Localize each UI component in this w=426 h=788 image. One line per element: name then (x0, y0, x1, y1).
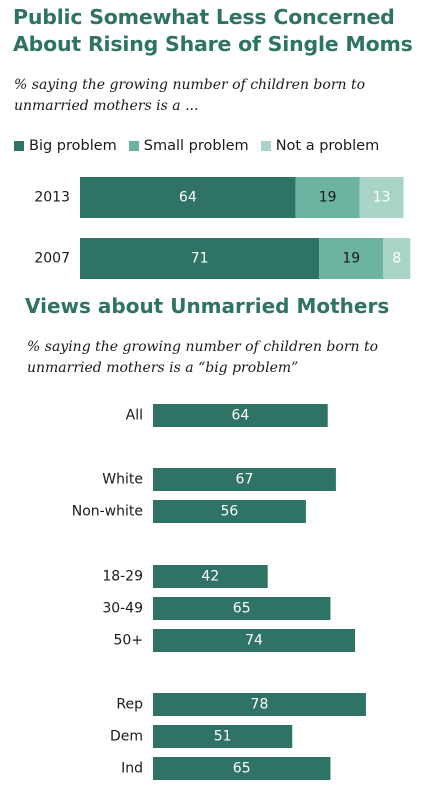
bar-value-non-white: 56 (221, 504, 239, 520)
bar-2013-not-a-problem (359, 177, 404, 218)
category-label-18-29: 18-29 (102, 569, 143, 585)
legend-swatch-not-a-problem (260, 141, 271, 151)
bar-value-50-: 74 (245, 633, 263, 649)
category-label-30-49: 30-49 (102, 601, 143, 617)
bar-value-18-29: 42 (201, 569, 219, 585)
bar-value-2007-not-a-problem: 8 (392, 251, 401, 267)
year-label-2007: 2007 (34, 251, 70, 267)
category-label-ind: Ind (121, 761, 143, 777)
section-title: Views about Unmarried Mothers (25, 294, 390, 318)
legend: Big problem Small problem Not a problem (14, 138, 391, 154)
chart-title: Public Somewhat Less Concerned About Ris… (13, 5, 413, 56)
bar-2007-small-problem (319, 238, 384, 279)
bar-rep (153, 693, 366, 716)
bar-value-2007-small-problem: 19 (342, 251, 360, 267)
bar-50- (153, 629, 356, 652)
legend-label-big-problem: Big problem (29, 138, 117, 154)
bar-value-ind: 65 (233, 761, 251, 777)
bar-30-49 (153, 597, 331, 620)
bar-value-2013-big-problem: 64 (179, 190, 197, 206)
category-label-non-white: Non-white (72, 504, 143, 520)
bar-2007-big-problem (80, 238, 320, 279)
chart-subtitle: % saying the growing number of children … (14, 77, 366, 114)
bar-18-29 (153, 565, 268, 588)
category-label-all: All (126, 408, 143, 424)
bar-value-white: 67 (236, 472, 254, 488)
year-label-2013: 2013 (34, 190, 70, 206)
bar-2007-not-a-problem (383, 238, 411, 279)
bar-white (153, 468, 336, 491)
bar-value-rep: 78 (251, 697, 269, 713)
legend-item-big-problem: Big problem (14, 138, 117, 154)
bar-value-all: 64 (231, 408, 249, 424)
bar-all (153, 404, 328, 427)
legend-swatch-big-problem (14, 141, 24, 151)
category-label-white: White (102, 472, 143, 488)
bar-dem (153, 725, 293, 748)
bar-ind (153, 757, 331, 780)
bar-value-2007-big-problem: 71 (191, 251, 209, 267)
bar-value-2013-not-a-problem: 13 (373, 190, 391, 206)
category-label-rep: Rep (116, 697, 143, 713)
category-label-50-: 50+ (113, 633, 143, 649)
legend-item-not-a-problem: Not a problem (260, 138, 380, 154)
legend-item-small-problem: Small problem (128, 138, 249, 154)
legend-swatch-small-problem (128, 141, 139, 151)
category-label-dem: Dem (110, 729, 143, 745)
section-subtitle: % saying the growing number of children … (27, 339, 379, 376)
bar-value-2013-small-problem: 19 (319, 190, 337, 206)
bar-value-dem: 51 (214, 729, 232, 745)
bar-value-30-49: 65 (233, 601, 251, 617)
bar-2013-small-problem (295, 177, 360, 218)
legend-label-not-a-problem: Not a problem (275, 138, 380, 154)
bar-2013-big-problem (80, 177, 296, 218)
bar-non-white (153, 500, 306, 523)
legend-label-small-problem: Small problem (143, 138, 249, 154)
